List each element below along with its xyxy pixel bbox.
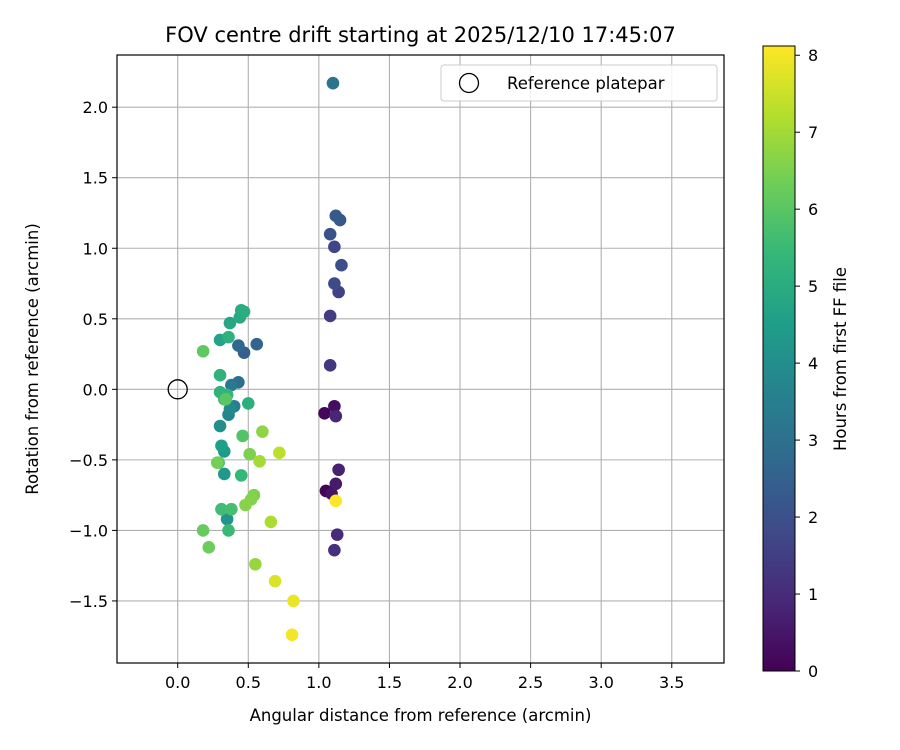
x-tick-label: 2.5 (518, 673, 543, 692)
data-point (223, 316, 237, 330)
y-tick-label: −1.0 (69, 521, 108, 540)
data-point (213, 368, 227, 382)
colorbar-ticks: 0 1 2 3 4 5 6 7 8 (795, 46, 818, 681)
colorbar-tick-label: 5 (808, 277, 818, 296)
data-point (232, 339, 245, 352)
colorbar-gradient (763, 46, 795, 671)
colorbar-frame (762, 45, 796, 672)
data-point (323, 359, 337, 372)
data-point (323, 227, 337, 241)
data-point (237, 305, 251, 319)
data-point (225, 502, 238, 516)
data-point (329, 409, 343, 423)
data-point (219, 392, 232, 406)
x-tick-label: 0.0 (165, 673, 190, 692)
grid-lines (117, 55, 724, 663)
data-point (215, 439, 228, 453)
legend-box (440, 64, 718, 102)
y-tick-label: 0.0 (83, 380, 108, 399)
y-axis-label: Rotation from reference (arcmin) (23, 223, 42, 495)
y-tick-label: −0.5 (69, 451, 108, 470)
x-tick-label: 1.5 (377, 673, 402, 692)
data-point (253, 454, 266, 468)
data-point (210, 456, 224, 469)
x-axis-label: Angular distance from reference (arcmin) (250, 706, 592, 725)
data-point (222, 330, 235, 344)
colorbar-tick-label: 6 (808, 200, 818, 219)
data-point (196, 524, 210, 537)
data-points (196, 76, 348, 642)
x-tick-label: 3.0 (588, 673, 613, 692)
data-point (268, 574, 282, 588)
data-point (273, 446, 286, 460)
data-point (329, 494, 343, 508)
colorbar-tick-label: 1 (808, 585, 818, 604)
data-point (241, 397, 255, 410)
data-point (239, 498, 252, 512)
colorbar-tick-label: 3 (808, 431, 818, 450)
data-point (285, 628, 299, 642)
data-point (234, 469, 248, 482)
data-point (196, 344, 210, 358)
data-point (250, 337, 264, 351)
data-point (287, 594, 300, 608)
legend: Reference platepar (440, 64, 718, 102)
chart-title: FOV centre drift starting at 2025/12/10 … (165, 23, 676, 47)
data-point (215, 502, 228, 516)
y-tick-label: 0.5 (83, 310, 108, 329)
x-tick-label: 0.5 (236, 673, 261, 692)
x-tick-label: 3.5 (659, 673, 684, 692)
data-point (213, 419, 227, 433)
x-axis-ticks: 0.0 0.5 1.0 1.5 2.0 2.5 3.0 3.5 (165, 663, 684, 692)
colorbar-tick-label: 0 (808, 662, 818, 681)
data-point (222, 524, 235, 537)
data-point (326, 76, 340, 90)
x-tick-label: 2.0 (447, 673, 472, 692)
data-point (332, 463, 345, 477)
data-point (249, 557, 262, 571)
data-point (236, 429, 249, 443)
reference-marker-group (167, 379, 188, 400)
data-point (329, 209, 343, 223)
data-point (220, 512, 234, 526)
data-point (329, 477, 343, 491)
reference-platepar-marker (167, 379, 188, 400)
data-point (330, 528, 344, 541)
y-tick-label: 1.0 (83, 239, 108, 258)
data-point (323, 309, 337, 323)
y-tick-label: −1.5 (69, 592, 108, 611)
data-point (264, 515, 278, 529)
data-point (328, 543, 341, 557)
data-point (328, 399, 341, 413)
colorbar-tick-label: 7 (808, 123, 818, 142)
colorbar-tick-label: 8 (808, 46, 818, 65)
data-point (256, 425, 269, 438)
legend-label-reference: Reference platepar (507, 74, 665, 93)
colorbar-tick-label: 2 (808, 508, 818, 527)
data-point (318, 407, 331, 420)
data-point (328, 240, 341, 254)
colorbar: 0 1 2 3 4 5 6 7 8 Hours from first FF file (762, 45, 850, 681)
y-tick-label: 2.0 (83, 98, 108, 117)
y-axis-ticks: −1.5 −1.0 −0.5 0.0 0.5 1.0 1.5 2.0 (69, 98, 117, 611)
y-tick-label: 1.5 (83, 169, 108, 188)
data-point (335, 258, 348, 272)
data-point (328, 277, 341, 290)
x-tick-label: 1.0 (306, 673, 331, 692)
data-point (225, 378, 238, 392)
data-point (243, 447, 256, 461)
data-point (223, 402, 237, 416)
data-point (202, 541, 216, 554)
data-point (217, 467, 231, 481)
plot-frame (116, 54, 725, 664)
legend-marker-reference (458, 72, 480, 94)
colorbar-label: Hours from first FF file (831, 267, 850, 451)
colorbar-tick-label: 4 (808, 354, 818, 373)
